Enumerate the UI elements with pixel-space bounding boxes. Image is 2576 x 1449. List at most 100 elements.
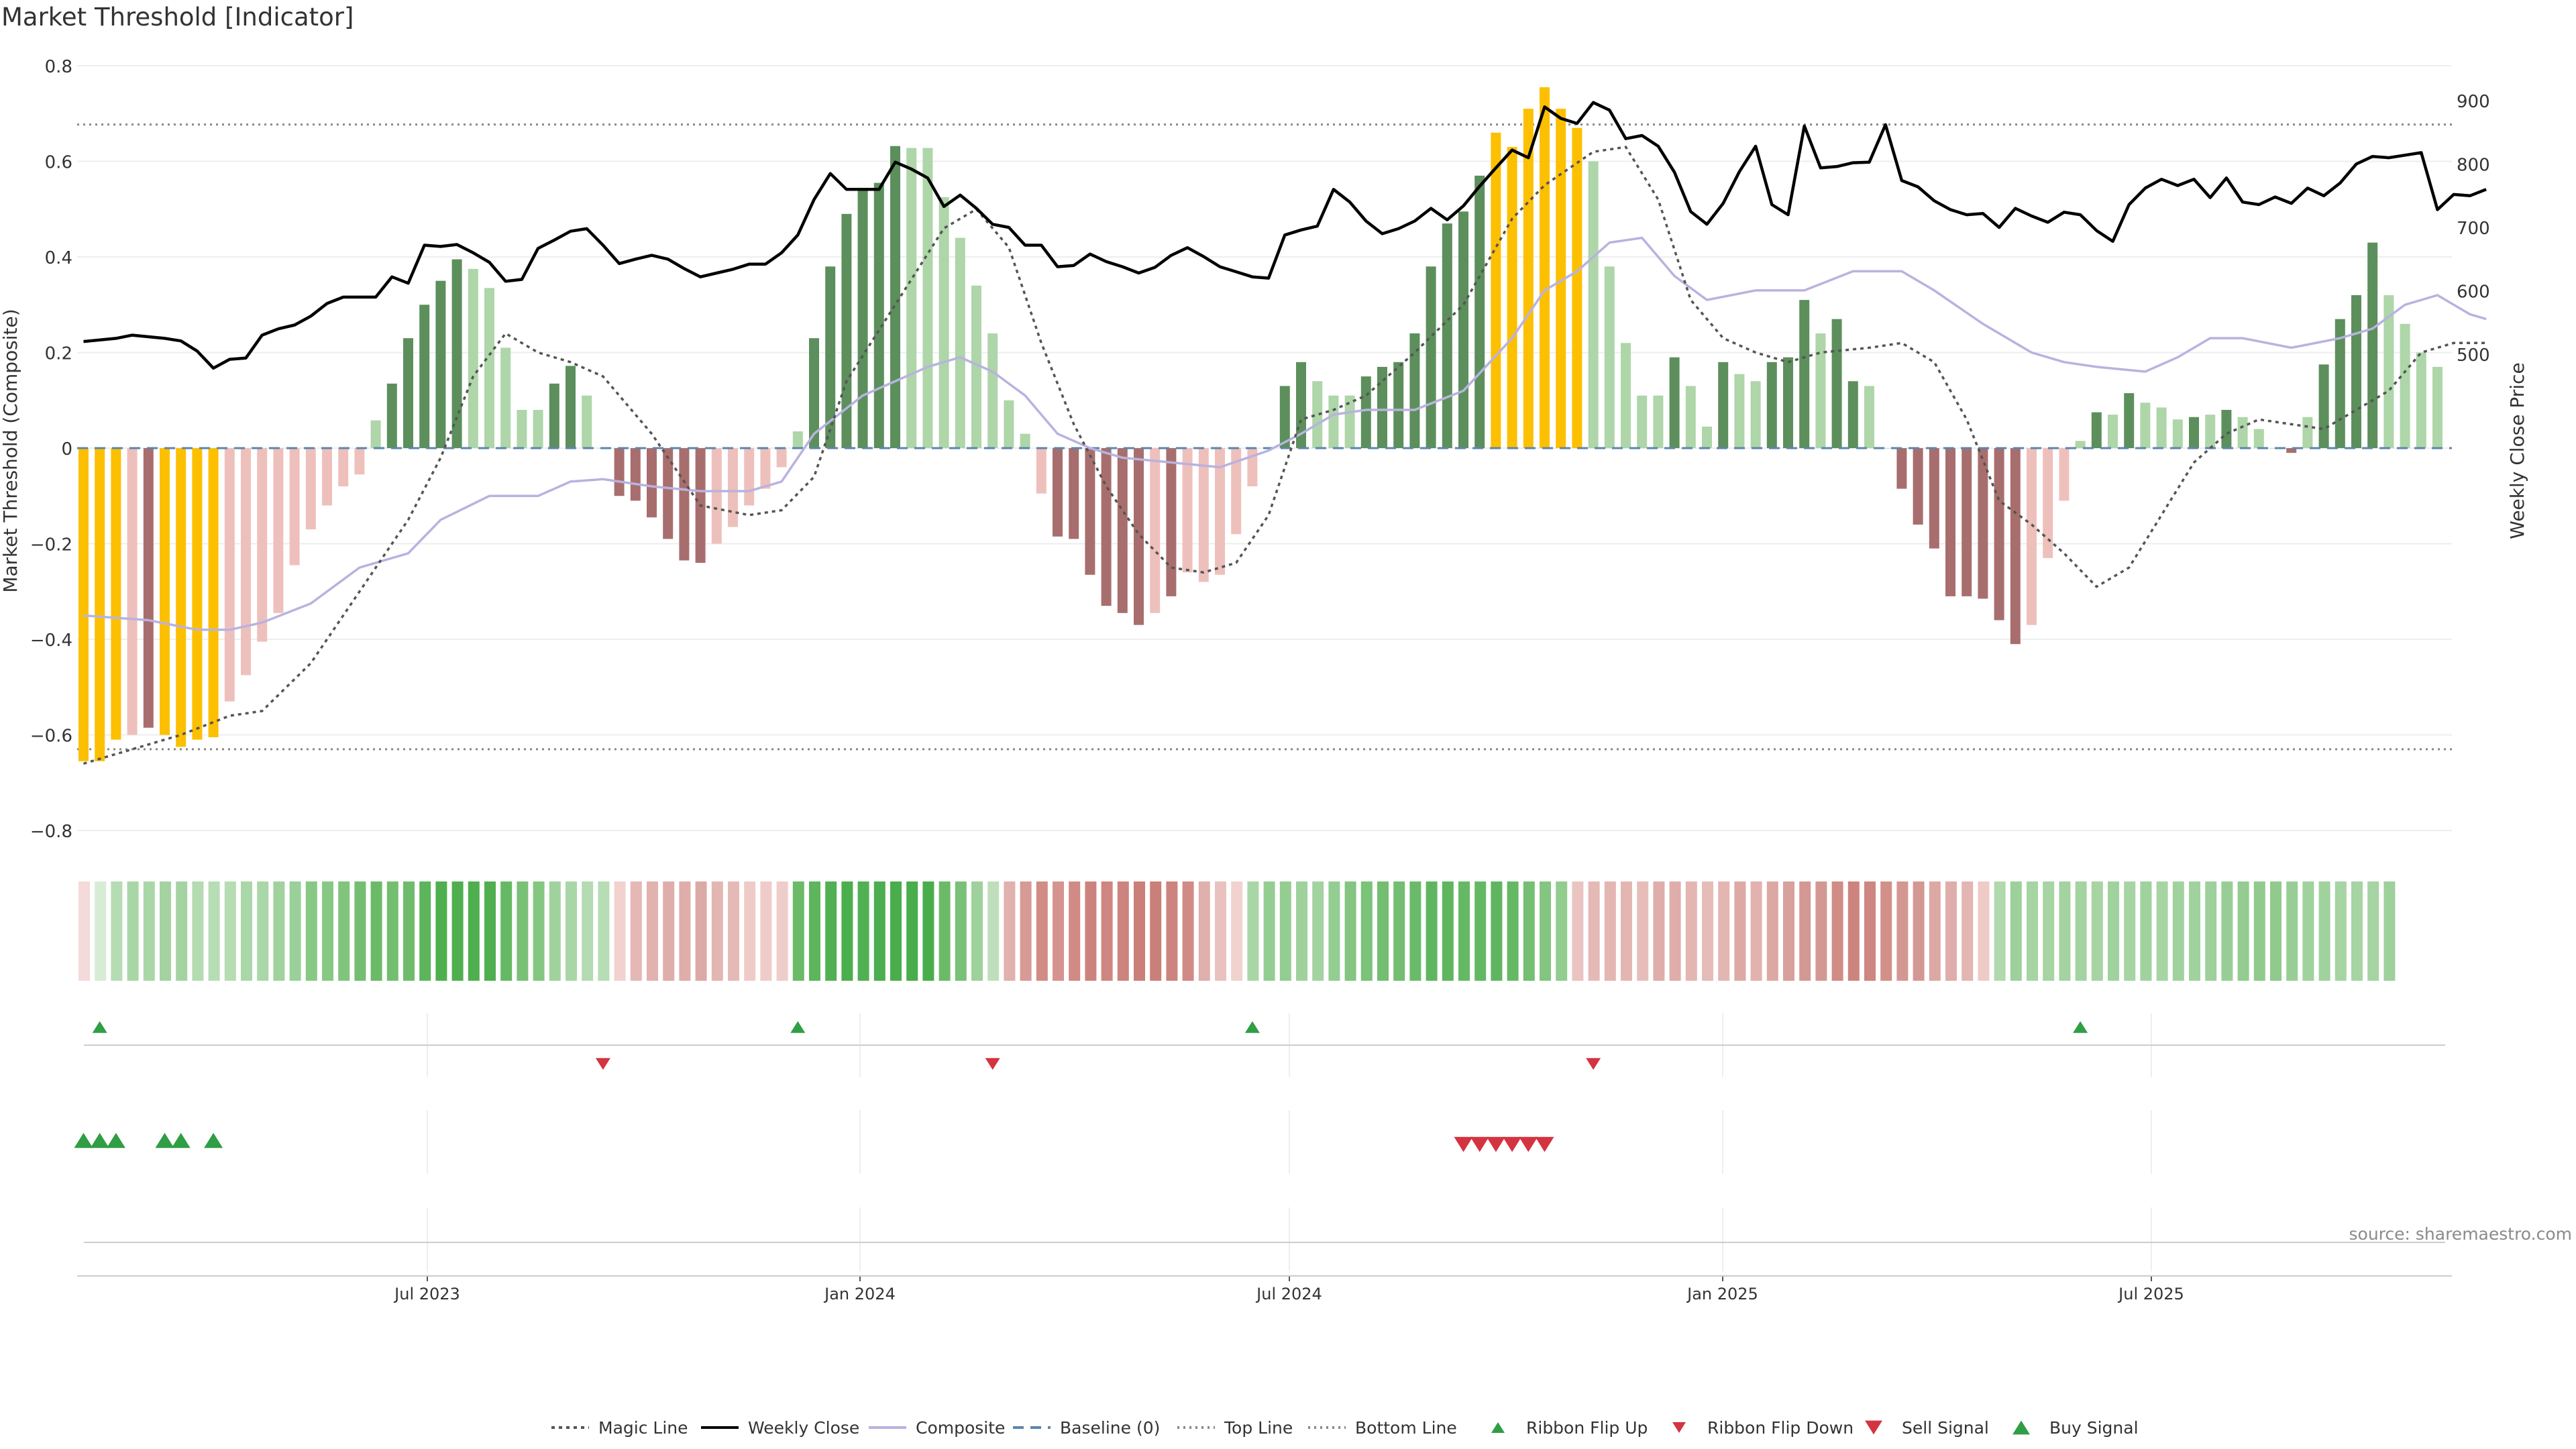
composite-bar [1182,448,1193,573]
ribbon-cell [78,881,90,981]
composite-bar [1426,266,1436,448]
composite-bar [2286,448,2297,453]
ribbon-cell [825,881,837,981]
ribbon-cell [2075,881,2087,981]
ribbon-cell [1377,881,1389,981]
ribbon-cell [2205,881,2217,981]
ribbon-cell [1945,881,1957,981]
y2-tick-label: 700 [2457,219,2490,239]
ribbon-cell [2334,881,2347,981]
ribbon-cell [2189,881,2200,981]
legend-label-bottom: Bottom Line [1355,1418,1457,1438]
composite-bar [1215,448,1225,575]
ribbon-cell [289,881,301,981]
composite-bar [825,266,836,448]
composite-bar [776,448,787,468]
ribbon-cell [419,881,431,981]
ribbon-cell [1117,881,1129,981]
composite-bar [1296,362,1306,448]
right-axis-label: Weekly Close Price [2506,362,2528,539]
ribbon-cell [1637,881,1649,981]
signal-panel [74,1132,1554,1152]
sell-signal-marker [1470,1136,1489,1152]
ribbon-cell [663,881,675,981]
buy-signal-marker [90,1132,109,1148]
ribbon-cell [1588,881,1600,981]
composite-bar [160,448,170,735]
composite-bar [1896,448,1907,489]
composite-bar [1994,448,2004,621]
composite-bar [1198,448,1209,582]
y2-tick-label: 900 [2457,92,2490,112]
series-lines [83,101,2487,765]
composite-bar [403,338,413,448]
ribbon-cell [1604,881,1616,981]
ribbon-cell [1896,881,1909,981]
composite-bar [1556,109,1566,448]
composite-bar [566,366,576,448]
composite-bar [78,448,89,761]
composite-bar [2302,417,2313,448]
sell-signal-marker [1535,1136,1554,1152]
composite-bar [451,259,462,448]
composite-bar [1360,376,1371,448]
composite-bar [744,448,755,506]
composite-bar [647,448,657,518]
ribbon-cell [500,881,513,981]
composite-bar [111,448,121,740]
ribbon-cell [1734,881,1746,981]
composite-bar [500,347,511,448]
composite-bar [792,431,803,448]
composite-bar [305,448,316,530]
chart-title: Market Threshold [Indicator] [1,3,354,32]
composite-bar [1507,147,1517,448]
ribbon-cell [403,881,415,981]
composite-bar [2010,448,2021,645]
buy-signal-marker [74,1132,93,1148]
ribbon-cell [1653,881,1665,981]
ribbon-cell [938,881,951,981]
legend-label-flip_up: Ribbon Flip Up [1526,1418,1648,1438]
ribbon-cell [744,881,756,981]
ribbon-cell [338,881,350,981]
legend-label-baseline: Baseline (0) [1060,1418,1160,1438]
composite-bar [484,288,494,448]
legend-swatch-buy [2012,1420,2030,1435]
composite-bar [1150,448,1161,613]
ribbon-cell [1263,881,1275,981]
ribbon-cell [776,881,788,981]
ribbon-cell [533,881,545,981]
ribbon-cell [1783,881,1794,981]
composite-bar [1458,211,1468,448]
composite-bar [354,448,365,475]
composite-bar [1442,223,1452,448]
ribbon-flip-up-marker [790,1021,806,1033]
ribbon-cell [1150,881,1162,981]
composite-bar [711,448,722,544]
composite-bar [873,182,884,448]
ribbon-cell [2253,881,2265,981]
weekly-close-line [83,101,2487,370]
composite-bar [1377,366,1387,448]
ribbon-cell [582,881,594,981]
x-axis: Jul 2023 Jan 2024 Jul 2024 Jan 2025 Jul 2025 [77,1275,2452,1303]
ribbon-cell [614,881,626,981]
composite-bar [1766,362,1777,448]
composite-bar [841,213,852,448]
composite-bar [370,420,381,448]
composite-bar [2043,448,2053,558]
ribbon-flip-down-marker [595,1058,610,1070]
composite-bar [2432,366,2443,448]
composite-bar [663,448,674,539]
ribbon-cell [1880,881,1892,981]
ribbon-cell [2302,881,2314,981]
composite-bar [1929,448,1939,549]
ribbon-cell [1296,881,1307,981]
legend-label-sell: Sell Signal [1902,1418,1989,1438]
ribbon-cell [2221,881,2233,981]
ribbon-cell [354,881,366,981]
left-axis: 0.8 0.6 0.4 0.2 0 −0.2 −0.4 −0.6 −0.8 [30,57,72,842]
legend-swatch-sell [1865,1420,1882,1435]
ribbon-cell [1442,881,1454,981]
composite-bar [176,448,186,747]
